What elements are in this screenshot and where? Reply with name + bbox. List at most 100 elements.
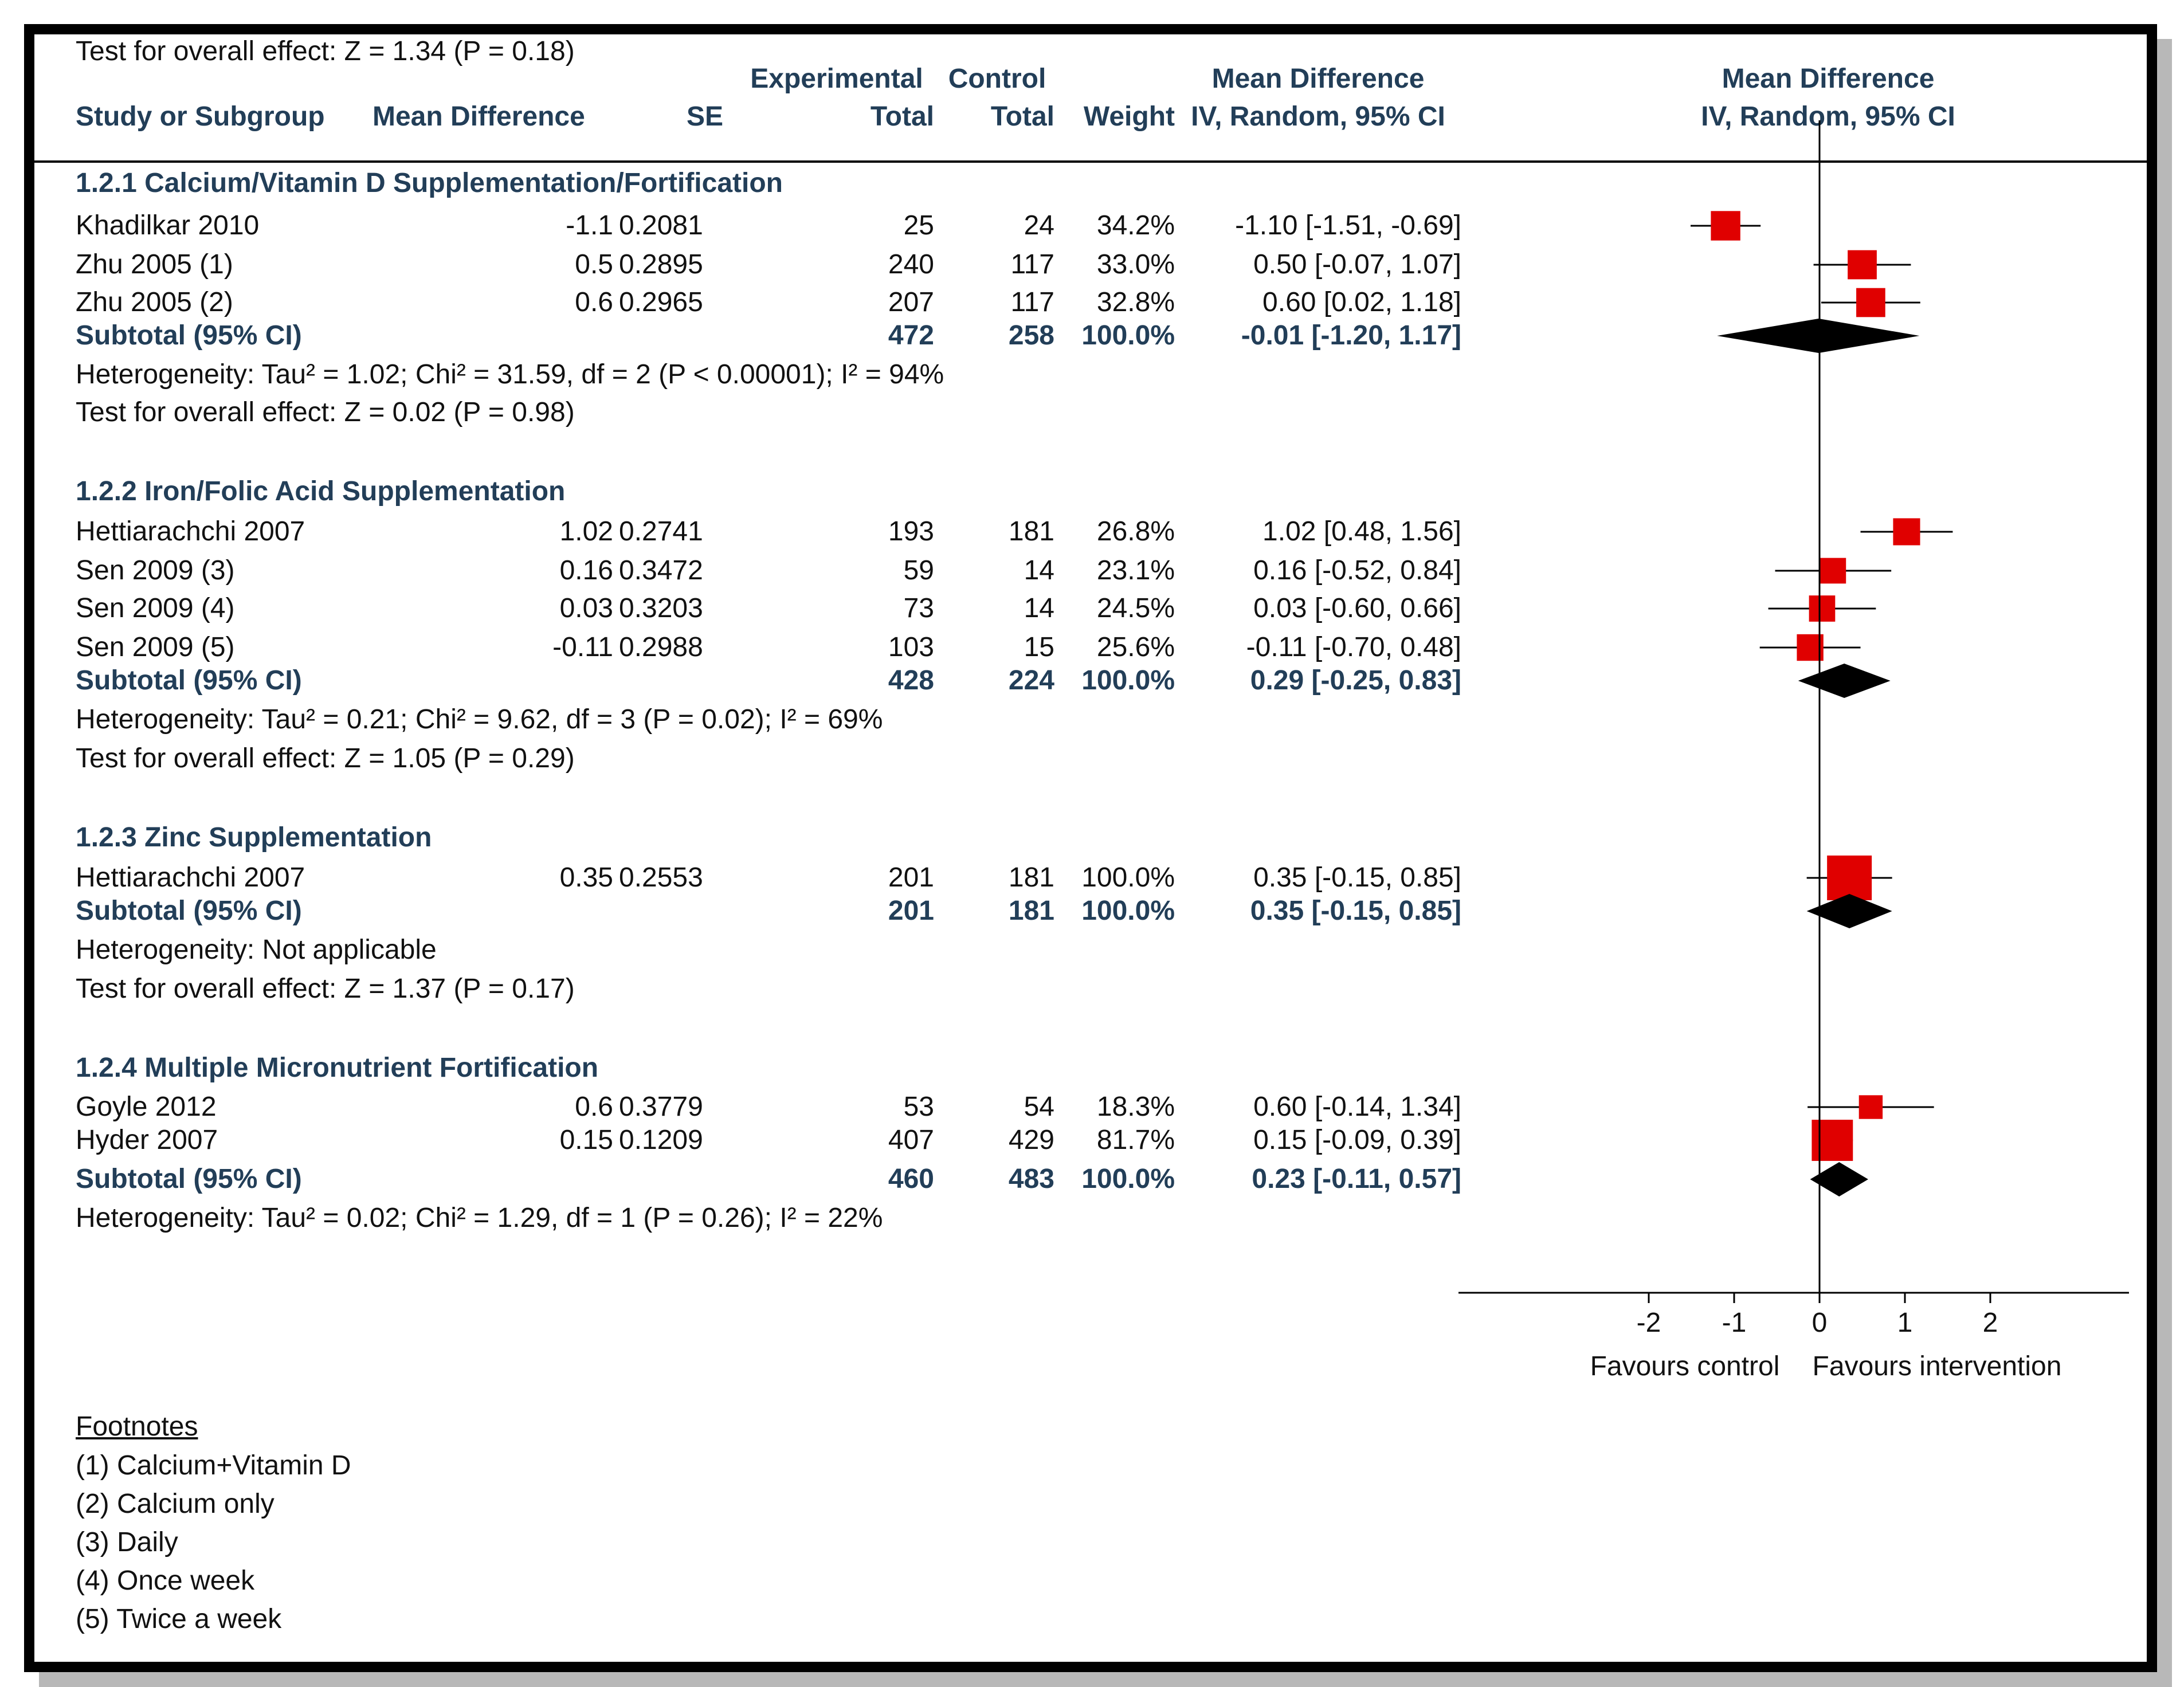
- footnote-item: (4) Once week: [76, 1566, 255, 1596]
- study-mean-difference: 0.6: [575, 287, 613, 317]
- subgroup-statistic: Heterogeneity: Tau² = 0.21; Chi² = 9.62,…: [76, 704, 883, 735]
- study-se: 0.2988: [619, 632, 703, 662]
- axis-label-favours-intervention: Favours intervention: [1812, 1351, 2062, 1382]
- subtotal-weight: 100.0%: [1081, 320, 1175, 351]
- footnotes-title: Footnotes: [76, 1411, 198, 1442]
- study-se: 0.3203: [619, 593, 703, 623]
- subgroup-statistic: Test for overall effect: Z = 0.02 (P = 0…: [76, 397, 575, 427]
- study-weight: 24.5%: [1096, 593, 1175, 623]
- study-weight: 81.7%: [1096, 1125, 1175, 1155]
- header-se: SE: [686, 101, 724, 132]
- x-axis-tick-label: 1: [1897, 1308, 1913, 1338]
- x-axis-tick-label: 0: [1812, 1308, 1828, 1338]
- study-control-total: 14: [1024, 555, 1054, 586]
- study-weight: 18.3%: [1096, 1092, 1175, 1122]
- subtotal-control-total: 181: [1008, 896, 1054, 926]
- study-point-estimate: [1858, 1095, 1883, 1119]
- study-se: 0.3472: [619, 555, 703, 586]
- header-control: Control: [948, 64, 1046, 94]
- study-mean-difference: 0.15: [559, 1125, 613, 1155]
- study-ci: 0.60 [-0.14, 1.34]: [1253, 1092, 1461, 1122]
- header-iv-random-ci-plot: IV, Random, 95% CI: [1701, 101, 1955, 132]
- subtotal-experimental-total: 472: [888, 320, 934, 351]
- study-experimental-total: 240: [888, 249, 934, 280]
- study-control-total: 24: [1024, 210, 1054, 241]
- study-weight: 100.0%: [1081, 862, 1175, 893]
- study-point-estimate: [1809, 595, 1836, 622]
- subtotal-diamond: [1717, 319, 1920, 353]
- subgroup-statistic: Test for overall effect: Z = 1.34 (P = 0…: [76, 36, 575, 66]
- study-name: Sen 2009 (3): [76, 555, 235, 586]
- footnote-item: (3) Daily: [76, 1527, 178, 1557]
- study-se: 0.2965: [619, 287, 703, 317]
- subtotal-experimental-total: 201: [888, 896, 934, 926]
- study-name: Goyle 2012: [76, 1092, 217, 1122]
- subtotal-experimental-total: 428: [888, 665, 934, 696]
- subgroup-statistic: Heterogeneity: Tau² = 0.02; Chi² = 1.29,…: [76, 1203, 883, 1233]
- study-control-total: 14: [1024, 593, 1054, 623]
- study-point-estimate: [1856, 288, 1885, 317]
- subtotal-control-total: 483: [1008, 1164, 1054, 1194]
- subgroup-statistic: Test for overall effect: Z = 1.37 (P = 0…: [76, 974, 575, 1004]
- subtotal-weight: 100.0%: [1081, 1164, 1175, 1194]
- study-se: 0.2081: [619, 210, 703, 241]
- study-name: Zhu 2005 (1): [76, 249, 233, 280]
- study-point-estimate: [1827, 856, 1872, 900]
- study-weight: 23.1%: [1096, 555, 1175, 586]
- subgroup-heading: 1.2.2 Iron/Folic Acid Supplementation: [76, 476, 566, 507]
- study-name: Hyder 2007: [76, 1125, 218, 1155]
- study-ci: 0.16 [-0.52, 0.84]: [1253, 555, 1461, 586]
- subtotal-experimental-total: 460: [888, 1164, 934, 1194]
- forest-plot: -2 -1 0 1 2: [1458, 120, 2129, 1338]
- study-ci: 0.35 [-0.15, 0.85]: [1253, 862, 1461, 893]
- subtotal-control-total: 224: [1008, 665, 1054, 696]
- study-name: Khadilkar 2010: [76, 210, 260, 241]
- subtotal-control-total: 258: [1008, 320, 1054, 351]
- study-mean-difference: 0.35: [559, 862, 613, 893]
- header-mean-difference: Mean Difference: [1211, 64, 1425, 94]
- subgroup-heading: 1.2.3 Zinc Supplementation: [76, 822, 432, 853]
- study-se: 0.2741: [619, 516, 703, 547]
- study-control-total: 181: [1008, 516, 1054, 547]
- header-experimental: Experimental: [750, 64, 923, 94]
- study-ci: 0.03 [-0.60, 0.66]: [1253, 593, 1461, 623]
- study-ci: 0.60 [0.02, 1.18]: [1262, 287, 1461, 317]
- study-se: 0.3779: [619, 1092, 703, 1122]
- study-weight: 33.0%: [1096, 249, 1175, 280]
- study-experimental-total: 407: [888, 1125, 934, 1155]
- study-experimental-total: 207: [888, 287, 934, 317]
- footnote-item: (5) Twice a week: [76, 1604, 282, 1634]
- study-control-total: 15: [1024, 632, 1054, 662]
- study-mean-difference: 0.03: [559, 593, 613, 623]
- subgroup-statistic: Heterogeneity: Not applicable: [76, 935, 437, 965]
- subgroup-statistic: Test for overall effect: Z = 1.05 (P = 0…: [76, 743, 575, 774]
- subtotal-label: Subtotal (95% CI): [76, 665, 302, 696]
- study-mean-difference: -0.11: [552, 632, 613, 662]
- study-name: Sen 2009 (4): [76, 593, 235, 623]
- subtotal-label: Subtotal (95% CI): [76, 1164, 302, 1194]
- study-mean-difference: 1.02: [559, 516, 613, 547]
- subtotal-label: Subtotal (95% CI): [76, 896, 302, 926]
- subgroup-statistic: Heterogeneity: Tau² = 1.02; Chi² = 31.59…: [76, 359, 944, 390]
- study-point-estimate: [1811, 1120, 1853, 1161]
- study-experimental-total: 53: [903, 1092, 934, 1122]
- study-experimental-total: 25: [903, 210, 934, 241]
- study-point-estimate: [1848, 250, 1877, 280]
- header-mean-difference-col: Mean Difference: [373, 101, 585, 132]
- header-mean-difference-plot: Mean Difference: [1722, 64, 1935, 94]
- study-name: Sen 2009 (5): [76, 632, 235, 662]
- study-point-estimate: [1893, 518, 1920, 546]
- header-weight: Weight: [1083, 101, 1175, 132]
- footnote-item: (2) Calcium only: [76, 1489, 275, 1519]
- study-name: Zhu 2005 (2): [76, 287, 233, 317]
- subtotal-label: Subtotal (95% CI): [76, 320, 302, 351]
- subtotal-diamond: [1806, 894, 1892, 928]
- subtotal-weight: 100.0%: [1081, 896, 1175, 926]
- header-iv-random-ci: IV, Random, 95% CI: [1191, 101, 1445, 132]
- subtotal-ci: 0.23 [-0.11, 0.57]: [1252, 1164, 1461, 1194]
- study-mean-difference: 0.16: [559, 555, 613, 586]
- study-control-total: 117: [1010, 249, 1054, 280]
- subtotal-ci: 0.35 [-0.15, 0.85]: [1250, 896, 1461, 926]
- study-name: Hettiarachchi 2007: [76, 516, 305, 547]
- axis-label-favours-control: Favours control: [1590, 1351, 1780, 1382]
